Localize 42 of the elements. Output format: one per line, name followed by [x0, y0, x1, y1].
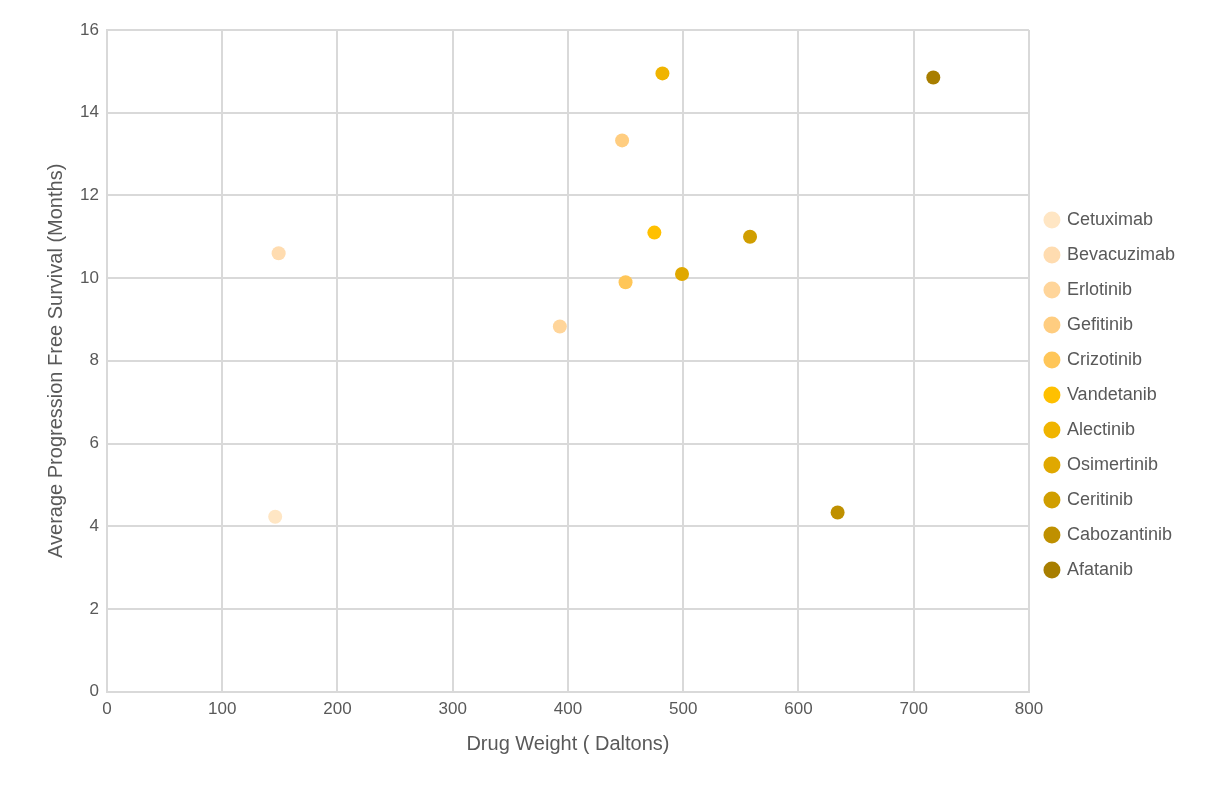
- legend-label: Gefitinib: [1066, 313, 1133, 334]
- x-tick-label: 500: [669, 699, 698, 719]
- legend-label: Vandetanib: [1066, 383, 1157, 404]
- point: [655, 66, 670, 81]
- x-tick-label: 600: [784, 699, 813, 719]
- y-tick-label: 12: [79, 185, 99, 205]
- y-tick-label: 6: [89, 433, 99, 453]
- y-tick-label: 16: [79, 19, 99, 39]
- point: [675, 266, 690, 281]
- legend-label: Afatanib: [1066, 558, 1134, 579]
- x-tick-label: 100: [207, 699, 237, 719]
- x-axis-title: Drug Weight ( Daltons): [466, 731, 670, 754]
- x-tick-label: 0: [102, 699, 112, 719]
- x-tick-label: 200: [323, 699, 352, 719]
- legend-label: Cetuximab: [1066, 208, 1153, 229]
- y-axis-title: Average Progression Free Survival (Months): [43, 163, 66, 558]
- x-tick-label: 300: [438, 699, 467, 719]
- y-tick-label: 14: [79, 102, 99, 122]
- point: [618, 275, 633, 290]
- legend-label: Erlotinib: [1066, 278, 1132, 299]
- x-tick-label: 800: [1014, 699, 1044, 719]
- legend-label: Ceritinib: [1066, 488, 1133, 509]
- legend-label: Osimertinib: [1066, 453, 1158, 474]
- point: [926, 70, 941, 85]
- point: [743, 229, 758, 244]
- point: [552, 319, 567, 334]
- y-tick-label: 0: [89, 681, 99, 701]
- point: [268, 509, 283, 524]
- legend-label: Cabozantinib: [1066, 523, 1173, 544]
- y-tick-label: 10: [79, 267, 99, 287]
- y-tick-label: 2: [89, 598, 99, 618]
- legend-label: Bevacuzimab: [1066, 243, 1176, 264]
- y-tick-label: 4: [89, 515, 99, 535]
- point: [830, 505, 845, 520]
- y-tick-label: 8: [89, 350, 99, 370]
- point: [647, 225, 662, 240]
- x-tick-label: 400: [553, 699, 583, 719]
- legend-label: Alectinib: [1066, 418, 1135, 439]
- x-tick-label: 700: [899, 699, 928, 719]
- legend-label: Crizotinib: [1066, 348, 1142, 369]
- point: [615, 133, 630, 148]
- point: [271, 246, 286, 261]
